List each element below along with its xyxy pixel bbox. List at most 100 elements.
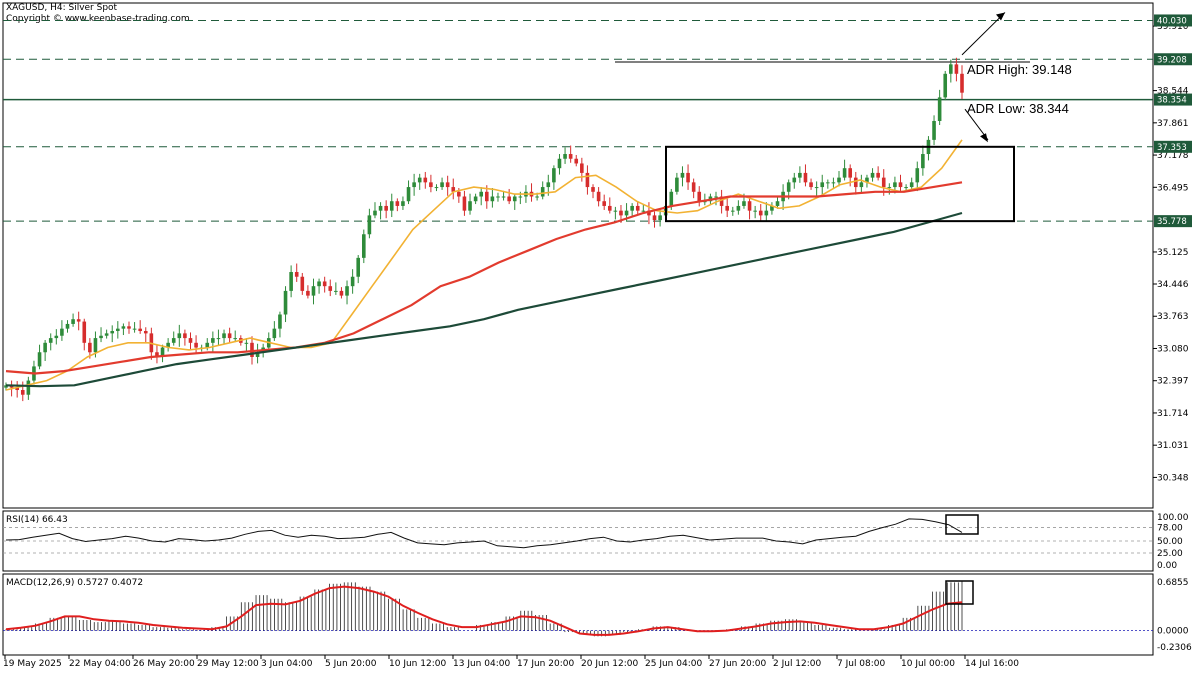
rsi-panel: RSI(14) 66.43 <box>3 515 1153 554</box>
price-tick-label: 31.714 <box>1157 409 1189 419</box>
candle-body <box>775 201 780 206</box>
candle-body <box>770 205 774 211</box>
macd-tick-label: -0.2306 <box>1157 643 1192 653</box>
candle-body <box>820 182 825 188</box>
candle-body <box>764 210 769 216</box>
rsi-tick-label: 25.00 <box>1157 549 1183 559</box>
adr-low-label: ADR Low: 38.344 <box>967 101 1069 116</box>
macd-tick-label: 0.0000 <box>1157 627 1189 637</box>
candle-body <box>171 338 176 343</box>
arrow-up-line <box>961 12 1006 56</box>
candle-body <box>468 201 472 211</box>
candle-body <box>283 290 288 315</box>
candle-body <box>842 168 847 178</box>
candle-body <box>580 163 584 173</box>
price-tag-box <box>1154 53 1192 66</box>
candle-body <box>831 182 836 184</box>
candle-body <box>250 342 254 357</box>
candle-body <box>384 205 388 211</box>
candle-body <box>37 352 42 367</box>
candle-body <box>641 210 646 212</box>
candle-body <box>88 342 92 353</box>
candle-body <box>350 276 355 287</box>
candle-body <box>686 172 690 183</box>
price-tag-label: 35.778 <box>1157 217 1187 227</box>
candle-body <box>160 347 165 357</box>
time-tick-label: 25 Jun 04:00 <box>645 659 702 669</box>
candle-body <box>753 210 757 212</box>
candle-body <box>512 196 517 202</box>
candle-body <box>792 177 797 183</box>
price-tag-box <box>1154 93 1192 106</box>
candle-body <box>730 210 735 212</box>
candle-body <box>909 182 914 188</box>
candle-body <box>490 196 495 202</box>
candle-body <box>798 172 802 178</box>
price-tick-label: 30.348 <box>1157 473 1189 483</box>
candle-body <box>596 191 601 202</box>
consolidation-box <box>665 145 1015 223</box>
candle-body <box>736 205 741 211</box>
candle-body <box>630 205 634 211</box>
candle-body <box>714 196 718 198</box>
candle-body <box>518 196 523 198</box>
candle-body <box>440 182 444 188</box>
candle-body <box>322 281 327 287</box>
candle-body <box>356 257 361 277</box>
candle-body <box>205 342 210 348</box>
price-tick-label: 33.763 <box>1157 312 1189 322</box>
candle-body <box>317 281 321 287</box>
candle-body <box>362 234 366 258</box>
time-tick-label: 27 Jun 20:00 <box>709 659 766 669</box>
price-tick-label: 37.861 <box>1157 119 1189 129</box>
candle-body <box>367 215 372 235</box>
ma-line-ma_fast <box>5 139 963 391</box>
candle-body <box>222 333 226 339</box>
candle-body <box>328 286 333 291</box>
candle-body <box>423 177 428 183</box>
time-tick-label: 20 Jun 12:00 <box>581 659 638 669</box>
candle-body <box>585 172 590 188</box>
candle-body <box>451 187 456 192</box>
macd-tick-label: 0.6855 <box>1157 578 1189 588</box>
price-tick-label: 38.544 <box>1157 87 1189 97</box>
time-tick-label: 26 May 20:00 <box>133 659 195 669</box>
price-tag-label: 39.208 <box>1157 55 1187 65</box>
arrow-up-head <box>996 12 1005 21</box>
candle-body <box>921 154 925 169</box>
candle-body <box>401 201 405 206</box>
candle-body <box>675 177 679 192</box>
candle-body <box>20 390 25 395</box>
moving-averages <box>5 139 963 391</box>
annotations: ADR High: 39.148 ADR Low: 38.344 <box>665 12 1072 605</box>
time-tick-label: 29 May 12:00 <box>197 659 259 669</box>
candle-body <box>166 342 170 348</box>
candle-body <box>255 352 260 357</box>
candle-body <box>278 314 282 329</box>
candle-body <box>568 154 573 159</box>
price-tick-label: 37.178 <box>1157 151 1189 161</box>
candle-body <box>183 333 187 339</box>
candle-body <box>188 338 193 343</box>
price-tag-box <box>1154 14 1192 27</box>
candle-body <box>71 319 75 324</box>
candle-body <box>680 172 685 178</box>
candle-body <box>904 187 908 189</box>
candle-body <box>462 196 467 211</box>
time-tick-label: 3 Jun 04:00 <box>261 659 313 669</box>
candle-body <box>429 182 433 188</box>
candle-body <box>294 272 299 277</box>
candle-body <box>619 210 623 216</box>
candle-body <box>552 168 556 183</box>
price-tag-label: 37.353 <box>1157 143 1187 153</box>
candle-body <box>803 172 808 183</box>
candle-body <box>501 196 506 198</box>
price-tick-label: 39.910 <box>1157 22 1189 32</box>
candle-body <box>624 210 629 216</box>
candle-body <box>345 286 349 296</box>
candle-body <box>60 328 64 336</box>
time-tick-label: 14 Jul 16:00 <box>965 659 1019 669</box>
candle-body <box>194 342 198 348</box>
copyright-label: Copyright © www.keenbase-trading.com <box>6 14 190 24</box>
